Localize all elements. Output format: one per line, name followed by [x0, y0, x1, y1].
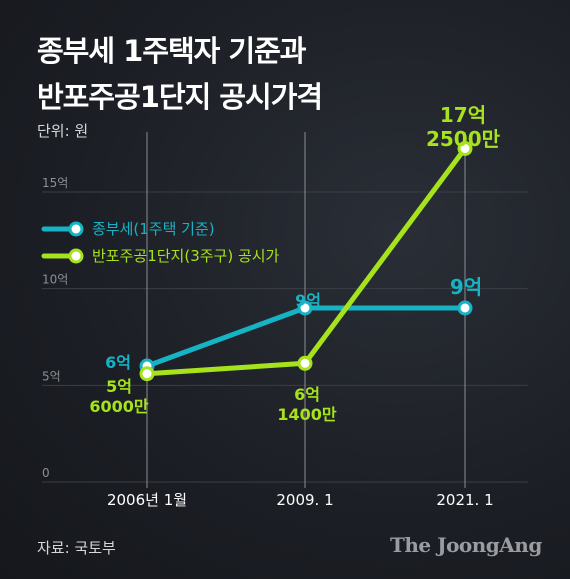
title-line-1: 종부세 1주택자 기준과	[37, 34, 307, 68]
data-point	[297, 355, 313, 371]
data-label: 9억	[450, 275, 482, 299]
data-label: 6000만	[89, 397, 149, 416]
data-label: 6억	[294, 385, 320, 404]
data-point	[139, 366, 155, 382]
data-point	[457, 300, 473, 316]
data-label: 6억	[105, 353, 131, 372]
data-label: 2500만	[426, 127, 501, 151]
data-label: 5억	[106, 377, 132, 396]
unit-label: 단위: 원	[37, 122, 89, 140]
data-label: 9억	[295, 291, 321, 310]
legend-swatch-point	[68, 221, 84, 237]
title-line-2: 반포주공1단지 공시가격	[37, 80, 323, 114]
data-label: 17억	[440, 103, 486, 127]
x-tick-label: 2006년 1월	[107, 491, 187, 509]
y-tick-label: 10억	[42, 273, 68, 287]
legend-entry-label: 반포주공1단지(3주구) 공시가	[92, 247, 280, 265]
x-tick-label: 2009. 1	[276, 491, 333, 509]
y-tick-label: 5억	[42, 369, 61, 383]
data-point	[457, 141, 473, 156]
y-tick-label: 0	[42, 466, 50, 480]
data-point	[297, 300, 313, 316]
brand-logo: The JoongAng	[390, 533, 542, 557]
legend-swatch-point	[68, 248, 84, 264]
y-tick-label: 15억	[42, 176, 68, 190]
data-label: 1400만	[277, 405, 337, 424]
legend-entry-label: 종부세(1주택 기준)	[92, 220, 215, 238]
source-label: 자료: 국토부	[37, 539, 116, 557]
chart-title: 종부세 1주택자 기준과 반포주공1단지 공시가격	[37, 28, 323, 120]
x-tick-label: 2021. 1	[436, 491, 493, 509]
